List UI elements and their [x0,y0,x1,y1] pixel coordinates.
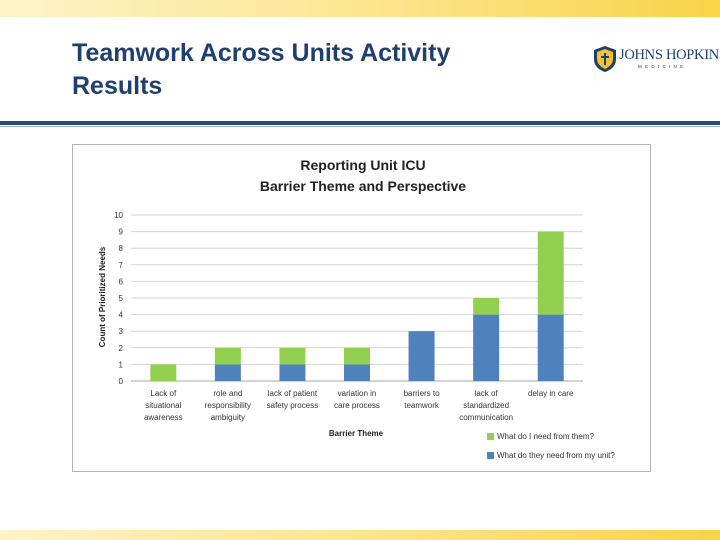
header-divider [0,121,720,125]
chart-subtitle: Barrier Theme and Perspective [260,178,466,194]
chart-frame: Reporting Unit ICU Barrier Theme and Per… [72,144,651,472]
bar-segment [408,331,435,381]
y-axis-label: Count of Prioritized Needs [98,246,107,347]
y-tick-label: 5 [119,294,124,303]
bar-segment [344,364,370,381]
x-tick-label: awareness [144,413,183,422]
bar-segment [473,298,500,315]
x-tick-label: variation in [338,389,377,398]
bar-segment [537,314,564,381]
bar-segment [214,364,241,381]
x-axis-label: Barrier Theme [329,429,384,438]
bar-segment [473,314,500,381]
shield-icon [594,46,616,72]
x-tick-label: safety process [267,401,319,410]
x-tick-label: care process [334,401,380,410]
x-tick-label: communication [459,413,513,422]
y-tick-label: 1 [119,360,124,369]
logo-subtext: MEDICINE [638,64,687,69]
bottom-decorative-band [0,530,720,540]
legend-swatch [487,433,494,440]
bar-segment [537,231,564,315]
x-axis-labels: Lack of situational awareness role and respo… [144,389,574,422]
x-tick-label: standardized [463,401,509,410]
legend-swatch [487,452,494,459]
chart-title: Reporting Unit ICU [300,157,425,173]
gridlines [131,214,583,382]
bar-segment [279,364,306,381]
bar-segment [344,347,370,365]
logo-wordmark: JOHNS HOPKINS [619,47,720,63]
y-tick-label: 7 [119,261,124,270]
x-tick-label: lack of patient [268,389,318,398]
top-decorative-band [0,0,720,17]
y-tick-label: 3 [119,327,124,336]
y-tick-label: 2 [119,344,124,353]
x-tick-label: delay in care [528,389,574,398]
legend-label: What do they need from my unit? [497,451,615,460]
legend-label: What do I need from them? [497,432,594,441]
johns-hopkins-logo: JOHNS HOPKINS MEDICINE [592,45,720,75]
bars [150,231,564,381]
bar-chart: Reporting Unit ICU Barrier Theme and Per… [98,157,615,460]
x-tick-label: situational [145,401,181,410]
x-tick-label: ambiguity [211,413,245,422]
bar-segment [214,347,241,365]
x-tick-label: Lack of [150,389,177,398]
x-tick-label: role and [213,389,242,398]
y-tick-label: 9 [119,228,124,237]
x-tick-label: responsibility [205,401,251,410]
chart-legend: What do I need from them? What do they ne… [487,432,615,460]
bar-segment [150,364,177,381]
x-tick-label: barriers to [404,389,441,398]
slide-title: Teamwork Across Units Activity Results [72,39,451,100]
header-divider-thin [0,126,720,127]
y-tick-label: 10 [114,211,123,220]
y-axis-ticks: 0 1 2 3 4 5 6 7 8 9 10 [114,211,123,386]
bar-segment [279,347,306,365]
y-tick-label: 0 [119,377,124,386]
x-tick-label: lack of [475,389,499,398]
y-tick-label: 8 [119,244,124,253]
x-tick-label: teamwork [404,401,440,410]
y-tick-label: 6 [119,277,124,286]
y-tick-label: 4 [119,311,124,320]
